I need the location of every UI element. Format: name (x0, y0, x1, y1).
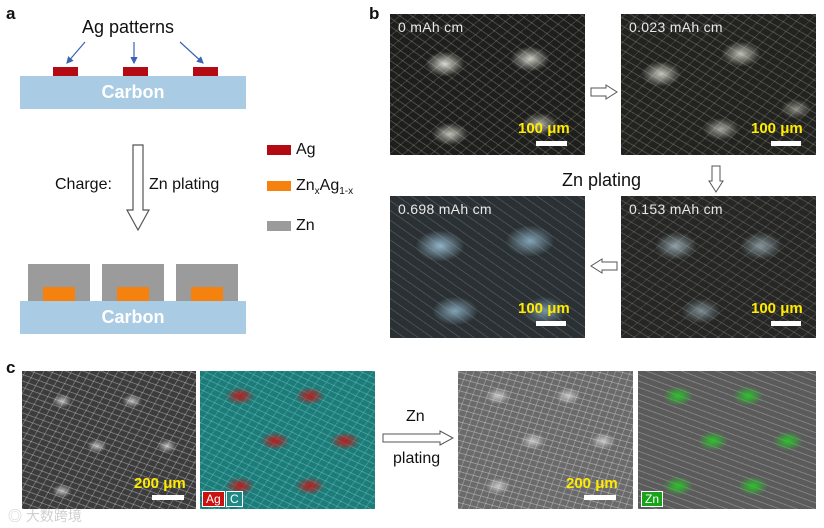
legend-znag-ag: Ag (319, 177, 340, 194)
optical-micrograph-1: 0.023 mAh cm 100 μm (621, 14, 816, 155)
right-arrow-icon-c (382, 430, 454, 446)
eds-map-zn: Zn (638, 371, 816, 509)
watermark-icon: ◎ (8, 508, 22, 524)
optical-micrograph-2: 0.153 mAh cm 100 μm (621, 196, 816, 338)
eds-map-ag-c: Ag C (200, 371, 375, 509)
znag-alloy-block (117, 287, 149, 301)
micrograph-3-capacity-label: 0.698 mAh cm (398, 201, 492, 217)
down-arrow-icon (125, 144, 151, 232)
znag-alloy-block (191, 287, 223, 301)
legend-znag-sub-1-x: 1-x (339, 186, 354, 198)
micrograph-1-capacity-label: 0.023 mAh cm (629, 19, 723, 35)
sem-left-scale-bar (152, 495, 184, 500)
legend-znag-sub-x: x (314, 186, 320, 198)
legend-znag-swatch (267, 181, 291, 191)
zn-plating-label: Zn plating (149, 176, 220, 193)
legend-znag-zn: Zn (296, 177, 315, 194)
carbon-substrate-top: Carbon (20, 76, 246, 109)
micrograph-1-scale-bar (771, 141, 801, 146)
micrograph-2-capacity-label: 0.153 mAh cm (629, 201, 723, 217)
zn-plating-center-label: Zn plating (562, 170, 642, 190)
ag-pattern-block (53, 67, 78, 76)
legend-znag-label: ZnxAg1-x (296, 177, 353, 197)
panel-b-letter: b (369, 4, 380, 23)
ag-pattern-block (123, 67, 148, 76)
micrograph-0-capacity-label: 0 mAh cm (398, 19, 464, 35)
charge-label: Charge: (55, 176, 112, 193)
left-arrow-icon (590, 258, 618, 274)
ag-patterns-label: Ag patterns (82, 17, 175, 37)
optical-micrograph-0: 0 mAh cm 100 μm (390, 14, 585, 155)
panel-c-letter: c (6, 358, 16, 377)
zn-arrow-label: Zn (406, 408, 425, 425)
legend-zn-label: Zn (296, 217, 315, 234)
micrograph-2-scale-text: 100 μm (751, 300, 803, 317)
znag-alloy-block (43, 287, 75, 301)
sem-right-scale-bar (584, 495, 616, 500)
optical-micrograph-3: 0.698 mAh cm 100 μm (390, 196, 585, 338)
ag-pattern-pointer-arrows (66, 41, 204, 65)
panel-a-letter: a (6, 4, 16, 23)
micrograph-3-scale-text: 100 μm (518, 300, 570, 317)
eds-zn-tag: Zn (641, 491, 664, 507)
micrograph-3-scale-bar (536, 321, 566, 326)
sem-image-after-plating: 200 μm (458, 371, 633, 509)
carbon-substrate-bottom: Carbon (20, 301, 246, 334)
watermark-text: 大数跨境 (25, 508, 82, 524)
down-arrow-icon-b (708, 165, 724, 193)
watermark: ◎ 大数跨境 (8, 506, 82, 526)
sem-right-scale-text: 200 μm (566, 475, 618, 492)
micrograph-0-scale-text: 100 μm (518, 120, 570, 137)
sem-left-scale-text: 200 μm (134, 475, 186, 492)
right-arrow-icon (590, 84, 618, 100)
legend-zn-swatch (267, 221, 291, 231)
legend-ag-swatch (267, 145, 291, 155)
micrograph-0-scale-bar (536, 141, 567, 146)
ag-pattern-block (193, 67, 218, 76)
plating-arrow-label: plating (393, 450, 441, 467)
micrograph-2-scale-bar (771, 321, 801, 326)
micrograph-1-scale-text: 100 μm (751, 120, 803, 137)
eds-c-tag: C (226, 491, 243, 507)
eds-ag-tag: Ag (202, 491, 225, 507)
legend-ag-label: Ag (296, 141, 316, 158)
sem-image-carbon-ag: 200 μm (22, 371, 196, 509)
